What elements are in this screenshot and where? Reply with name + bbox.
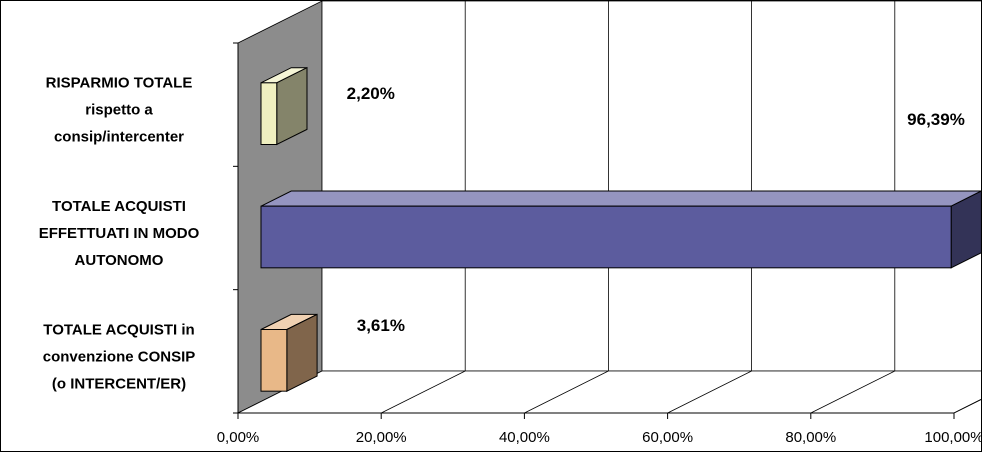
category-label-line: consip/intercenter xyxy=(54,129,184,146)
x-tick-label-2: 40,00% xyxy=(499,429,550,446)
axes xyxy=(233,42,955,419)
floor-gridline-4 xyxy=(810,370,895,414)
data-label-autonomo: 96,39% xyxy=(907,110,965,129)
category-label-line: convenzione CONSIP xyxy=(43,348,196,365)
data-label-convenzione: 3,61% xyxy=(357,316,405,335)
category-label-line: (o INTERCENT/ER) xyxy=(52,375,186,392)
x-tick-label-4: 80,00% xyxy=(785,429,836,446)
floor xyxy=(237,370,981,414)
bar-front-risparmio xyxy=(260,82,278,146)
category-label-risparmio: RISPARMIO TOTALE rispetto a consip/interce… xyxy=(46,75,193,146)
data-label-risparmio: 2,20% xyxy=(347,84,395,103)
category-label-line: AUTONOMO xyxy=(75,252,164,269)
floor-gridline-3 xyxy=(667,370,752,414)
floor-gridline-1 xyxy=(381,370,466,414)
category-label-line: TOTALE ACQUISTI xyxy=(52,198,186,215)
x-tick-label-3: 60,00% xyxy=(642,429,693,446)
category-label-line: RISPARMIO TOTALE xyxy=(46,75,193,92)
chart-walls xyxy=(237,1,981,414)
category-label-line: TOTALE ACQUISTI in xyxy=(43,321,194,338)
floor-gridline-5 xyxy=(953,399,981,414)
bar-top-autonomo xyxy=(260,190,981,207)
category-label-line: EFFETTUATI IN MODO xyxy=(39,225,200,242)
bar-front-autonomo xyxy=(260,205,952,269)
category-label-autonomo: TOTALE ACQUISTI EFFETTUATI IN MODO AUTONOM… xyxy=(39,198,200,269)
floor-gridline-2 xyxy=(524,370,609,414)
x-tick-label-5: 100,00% xyxy=(924,429,981,446)
labels: 0,00% 20,00% 40,00% 60,00% 80,00% 100,00% 2,20… xyxy=(39,75,981,446)
bar-risparmio xyxy=(260,66,308,146)
bar-front-convenzione xyxy=(260,329,288,392)
bar-autonomo xyxy=(260,190,981,269)
category-label-convenzione: TOTALE ACQUISTI in convenzione CONSIP (o I… xyxy=(43,321,196,392)
x-tick-label-0: 0,00% xyxy=(217,429,260,446)
category-label-line: rispetto a xyxy=(85,102,153,119)
bar-convenzione xyxy=(260,313,318,392)
bars xyxy=(260,66,981,392)
grid-lines xyxy=(381,1,981,414)
x-tick-label-1: 20,00% xyxy=(356,429,407,446)
back-wall xyxy=(321,1,981,372)
